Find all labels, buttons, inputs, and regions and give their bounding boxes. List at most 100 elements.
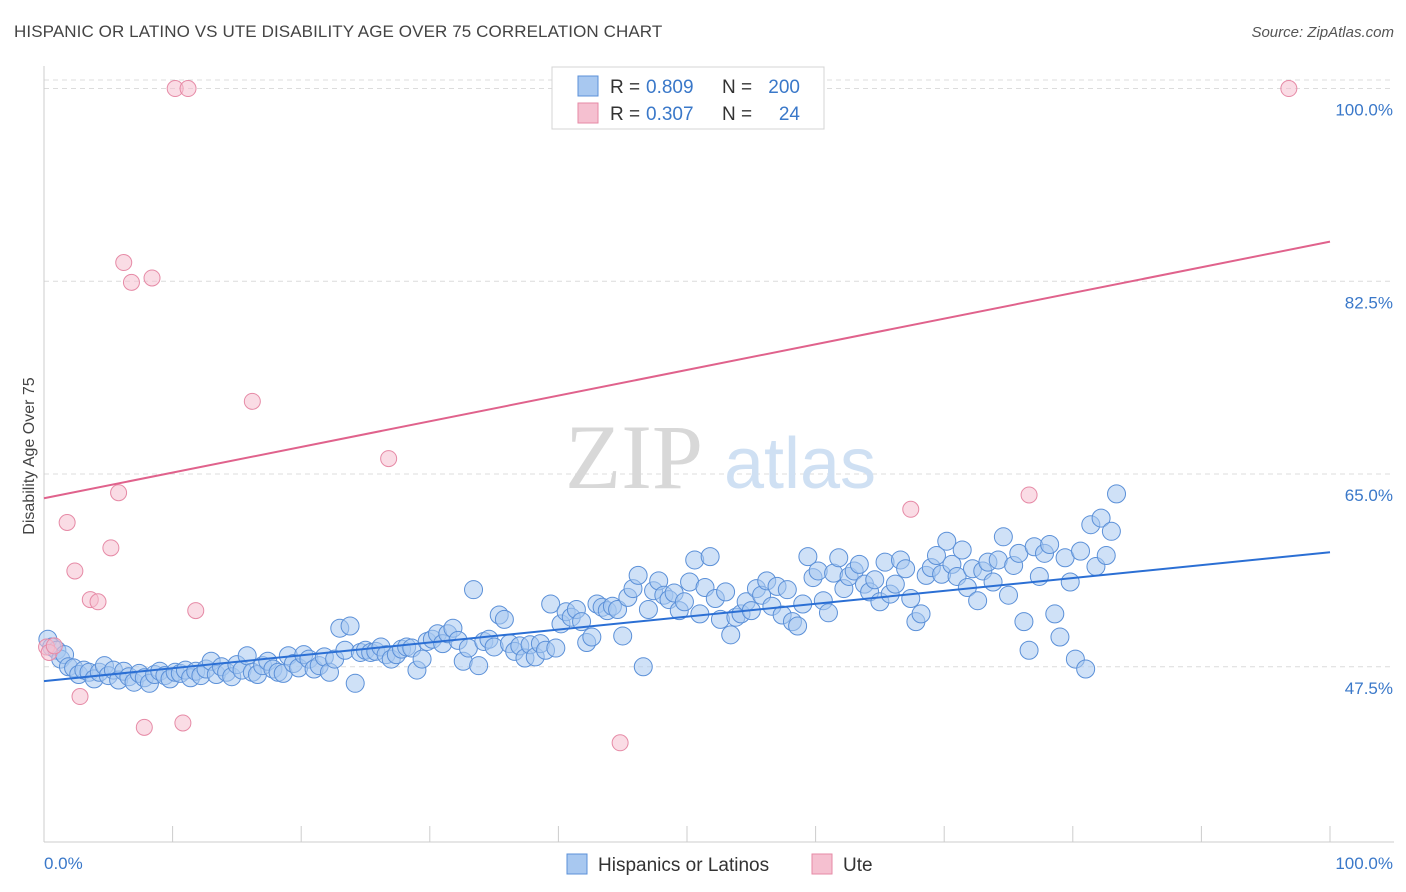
trend-lines	[43, 240, 1331, 683]
blue-point-125	[674, 592, 694, 612]
blue-point-88	[484, 637, 504, 657]
legend-r-value-2: 0.307	[646, 104, 694, 125]
blue-point-203	[1076, 659, 1096, 679]
blue-point-127	[685, 550, 705, 570]
blue-point-99	[541, 594, 561, 614]
pink-point-4	[66, 562, 84, 580]
blue-point-174	[926, 546, 946, 566]
blue-point-130	[700, 547, 720, 567]
pink-point-16	[174, 714, 192, 732]
blue-point-145	[777, 580, 797, 600]
blue-point-198	[1050, 627, 1070, 647]
bottom-legend-label-hispanics: Hispanics or Latinos	[598, 855, 769, 876]
pink-point-11	[122, 273, 140, 291]
legend-r-value-1: 0.809	[646, 77, 694, 98]
blue-point-202	[1071, 541, 1091, 561]
pink-point-7	[89, 593, 107, 611]
blue-point-155	[829, 548, 849, 568]
blue-point-192	[1019, 640, 1039, 660]
y-tick-label-1: 65.0%	[1345, 486, 1393, 505]
blue-point-159	[849, 554, 869, 574]
blue-point-196	[1040, 535, 1060, 555]
blue-point-179	[952, 540, 972, 560]
blue-point-209	[1107, 484, 1127, 504]
blue-point-61	[345, 673, 365, 693]
blue-point-197	[1045, 604, 1065, 624]
legend-n-label-2: N =	[722, 104, 752, 125]
blue-point-74	[412, 649, 432, 669]
pink-point-18	[243, 392, 261, 410]
pink-point-2	[45, 637, 63, 655]
trend-line-hispanics	[43, 551, 1331, 683]
blue-point-162	[865, 570, 885, 590]
blue-point-60	[340, 616, 360, 636]
y-axis-label: Disability Age Over 75	[21, 377, 38, 535]
pink-point-8	[102, 539, 120, 557]
pink-point-23	[1280, 80, 1298, 98]
blue-point-191	[1014, 612, 1034, 632]
blue-point-182	[968, 591, 988, 611]
y-tick-label-2: 82.5%	[1345, 293, 1393, 312]
pink-point-19	[380, 450, 398, 468]
legend-swatch-blue	[577, 75, 599, 97]
bottom-legend: Hispanics or Latinos Ute	[566, 853, 873, 876]
blue-point-207	[1096, 546, 1116, 566]
blue-point-208	[1101, 521, 1121, 541]
blue-point-153	[818, 603, 838, 623]
chart-source: Source: ZipAtlas.com	[1251, 24, 1394, 41]
watermark-atlas: atlas	[724, 424, 876, 504]
blue-point-117	[633, 657, 653, 677]
legend-n-label-1: N =	[722, 77, 752, 98]
blue-point-133	[716, 582, 736, 602]
blue-point-134	[721, 625, 741, 645]
blue-point-85	[469, 656, 489, 676]
blue-point-90	[494, 609, 514, 629]
pink-point-17	[187, 602, 205, 620]
trend-line-ute	[43, 240, 1331, 500]
y-tick-label-3: 100.0%	[1335, 101, 1393, 120]
x-tick-label-1: 100.0%	[1335, 854, 1393, 873]
axes	[43, 66, 1394, 843]
blue-point-168	[896, 559, 916, 579]
legend-n-value-1: 200	[768, 77, 800, 98]
legend-box: R = 0.809 N = 200 R = 0.307 N = 24	[551, 66, 825, 130]
bottom-legend-swatch-blue	[566, 853, 588, 875]
x-tick-labels: 0.0% 100.0%	[44, 854, 1393, 873]
blue-point-185	[983, 572, 1003, 592]
blue-point-84	[464, 580, 484, 600]
blue-point-113	[613, 626, 633, 646]
blue-point-176	[937, 531, 957, 551]
legend-n-value-2: 24	[779, 104, 801, 125]
bottom-legend-label-ute: Ute	[843, 855, 873, 876]
blue-point-187	[993, 527, 1013, 547]
blue-point-147	[788, 616, 808, 636]
pink-point-22	[1020, 486, 1038, 504]
blue-point-188	[999, 585, 1018, 605]
blue-point-116	[628, 565, 648, 585]
pink-point-3	[58, 513, 76, 531]
y-tick-label-0: 47.5%	[1345, 679, 1393, 698]
chart-title: HISPANIC OR LATINO VS UTE DISABILITY AGE…	[14, 22, 663, 41]
blue-point-149	[798, 547, 818, 567]
pink-point-9	[110, 484, 128, 502]
pink-point-20	[611, 734, 629, 752]
watermark-zip: ZIP	[565, 406, 703, 508]
x-tick-label-0: 0.0%	[44, 854, 83, 873]
pink-point-15	[179, 80, 197, 98]
pink-point-13	[143, 269, 161, 287]
blue-point-171	[911, 604, 931, 624]
blue-point-100	[546, 638, 566, 658]
y-tick-labels: 47.5% 65.0% 82.5% 100.0%	[1335, 101, 1393, 698]
pink-point-12	[135, 718, 153, 736]
pink-point-10	[115, 254, 133, 272]
series-ute	[38, 80, 1298, 752]
bottom-legend-swatch-pink	[811, 853, 833, 875]
legend-swatch-pink	[577, 102, 599, 124]
grid-lines	[44, 79, 1394, 668]
blue-point-166	[885, 574, 905, 594]
legend-r-label-1: R =	[610, 77, 640, 98]
pink-point-21	[902, 500, 920, 518]
legend-r-label-2: R =	[610, 104, 640, 125]
blue-point-206	[1091, 508, 1111, 528]
